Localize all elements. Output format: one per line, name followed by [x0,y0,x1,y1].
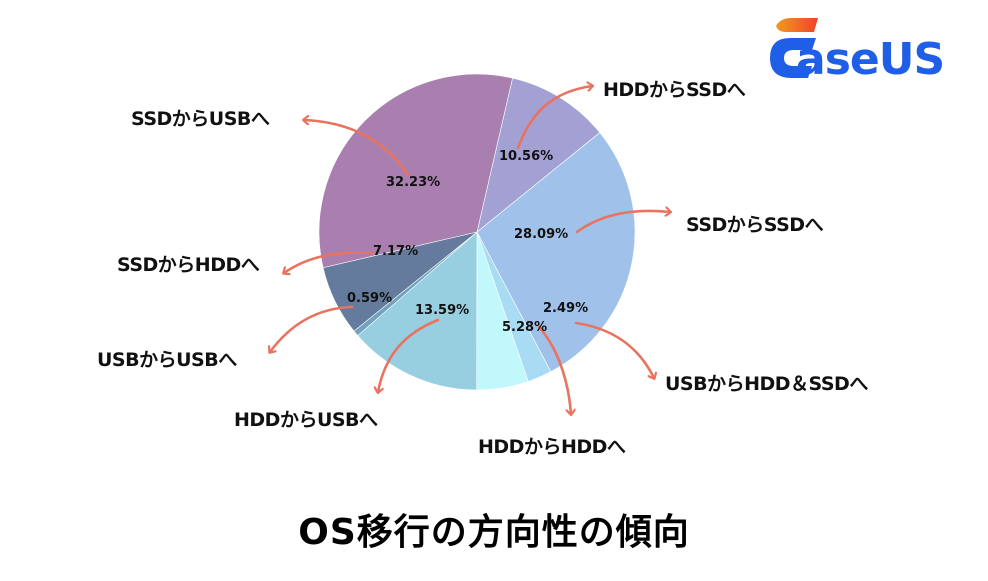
pct-ssd-hdd: 7.17% [373,244,418,259]
pie-slice [476,132,636,373]
pct-hdd-usb: 13.59% [415,303,469,318]
logo-e-icon [770,18,818,78]
arrow-ssd-ssd [575,211,670,234]
pct-hdd-hdd: 5.28% [502,320,547,335]
pct-usb-usb: 0.59% [347,291,392,306]
label-usb-hdd-ssd: USBからHDD＆SSDへ [665,373,868,395]
pct-usb-hdd-ssd: 2.49% [543,301,588,316]
chart-title: OS移行の方向性の傾向 [298,512,690,553]
label-usb-usb: USBからUSBへ [97,349,237,371]
label-ssd-usb: SSDからUSBへ [131,108,270,130]
pie-slice [476,77,601,233]
pie-slice [318,73,513,268]
pie-slices [318,73,636,391]
arrow-usb-usb [270,305,354,352]
label-hdd-usb: HDDからUSBへ [234,409,378,431]
pie-slice [357,231,478,391]
arrow-ssd-hdd [284,251,374,273]
arrow-ssd-usb [304,120,410,177]
label-hdd-hdd: HDDからHDDへ [478,436,626,458]
logo-wordmark: aseUS [796,34,945,85]
label-hdd-ssd: HDDからSSDへ [603,79,746,101]
pct-hdd-ssd: 10.56% [499,149,553,164]
percent-labels: 10.56% 28.09% 2.49% 5.28% 13.59% 0.59% 7… [347,149,588,335]
pct-ssd-usb: 32.23% [386,175,440,190]
label-ssd-hdd: SSDからHDDへ [117,254,260,276]
arrow-hdd-ssd [516,86,592,150]
pct-ssd-ssd: 28.09% [514,227,568,242]
arrow-hdd-hdd [537,325,571,414]
leader-arrows [270,86,670,414]
arrow-usb-hdd-ssd [574,321,654,378]
easeus-logo: aseUS [766,14,986,84]
label-ssd-ssd: SSDからSSDへ [686,214,824,236]
arrow-hdd-usb [378,318,440,392]
